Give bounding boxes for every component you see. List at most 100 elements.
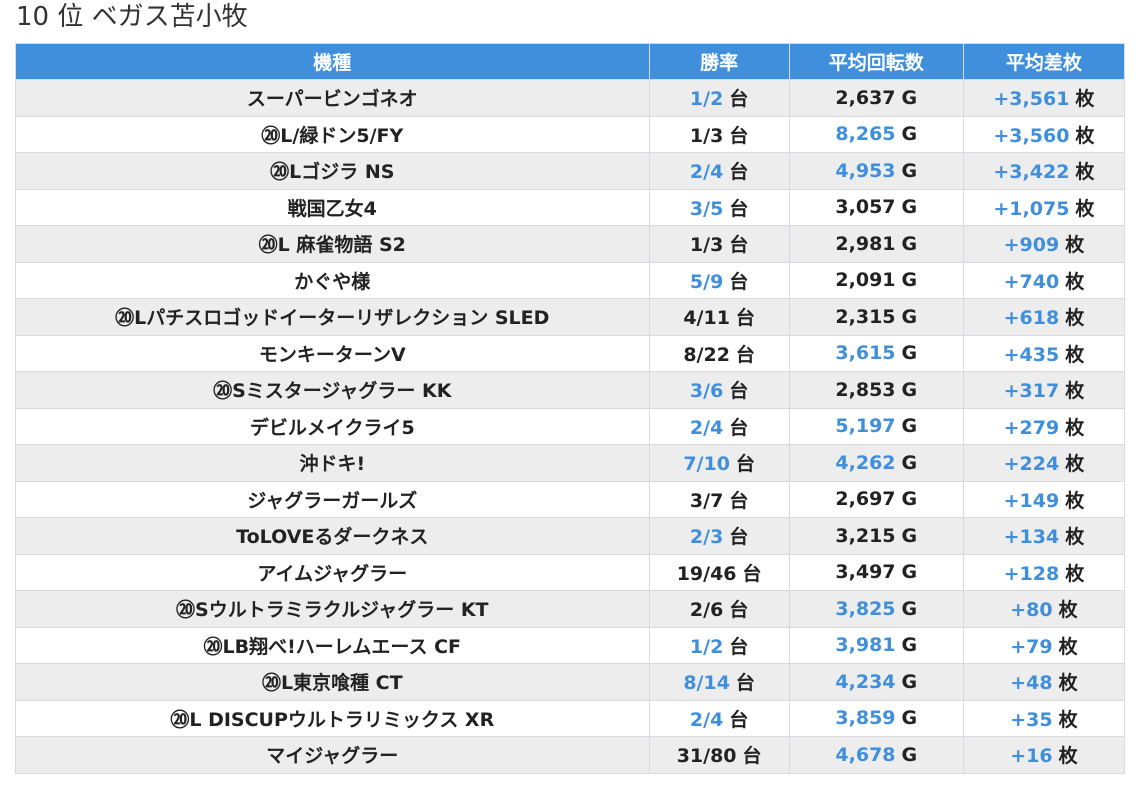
machine-name-cell[interactable]: ⑳L東京喰種 CT: [15, 663, 650, 701]
avg-diff-value: +48: [1010, 672, 1053, 695]
machine-name-cell[interactable]: ⑳Sウルトラミラクルジャグラー KT: [15, 590, 650, 628]
win-rate-value: 1/3: [689, 234, 724, 257]
win-rate-value[interactable]: 2/4: [689, 161, 724, 184]
machine-name-cell[interactable]: 戦国乙女4: [15, 188, 650, 226]
machine-name-cell[interactable]: モンキーターンV: [15, 334, 650, 372]
win-rate-value[interactable]: 8/14: [683, 672, 730, 695]
avg-spins-value[interactable]: 4,234: [835, 670, 896, 693]
avg-diff-cell: +80 枚: [962, 590, 1126, 628]
win-rate-value[interactable]: 1/2: [689, 635, 724, 658]
avg-diff-value: +909: [1003, 234, 1060, 257]
page-title: 10 位 ベガス苫小牧: [16, 2, 248, 32]
diff-unit: 枚: [1058, 745, 1078, 768]
avg-spins-value[interactable]: 4,678: [835, 743, 896, 766]
machine-name-cell[interactable]: ⑳L/緑ドン5/FY: [15, 115, 650, 153]
win-rate-cell: 3/7 台: [648, 480, 790, 518]
header-avg-diff[interactable]: 平均差枚: [962, 43, 1126, 80]
avg-diff-cell: +134 枚: [962, 517, 1126, 555]
table-row: モンキーターンV 8/22 台 3,615 G +435 枚: [15, 334, 1126, 372]
header-machine[interactable]: 機種: [15, 43, 650, 80]
win-rate-value: 2/6: [689, 599, 724, 622]
win-rate-value[interactable]: 1/2: [689, 88, 724, 111]
avg-diff-cell: +149 枚: [962, 480, 1126, 518]
table-row: 戦国乙女4 3/5 台 3,057 G +1,075 枚: [15, 188, 1126, 226]
avg-spins-cell: 3,057 G: [788, 188, 964, 226]
avg-spins-value[interactable]: 5,197: [835, 415, 896, 438]
win-rate-value: 19/46: [676, 562, 737, 585]
machine-name-cell[interactable]: アイムジャグラー: [15, 553, 650, 591]
avg-spins-cell: 2,981 G: [788, 225, 964, 263]
machine-name-cell[interactable]: デビルメイクライ5: [15, 407, 650, 445]
win-unit: 台: [729, 416, 749, 439]
spins-unit: G: [901, 196, 918, 219]
avg-diff-cell: +1,075 枚: [962, 188, 1126, 226]
win-unit: 台: [729, 197, 749, 220]
header-avg-spins[interactable]: 平均回転数: [788, 43, 964, 80]
machine-name-cell[interactable]: かぐや様: [15, 261, 650, 299]
avg-spins-value: 3,497: [835, 561, 896, 584]
avg-spins-value[interactable]: 4,262: [835, 451, 896, 474]
avg-spins-value[interactable]: 4,953: [835, 159, 896, 182]
win-rate-value[interactable]: 7/10: [683, 453, 730, 476]
win-unit: 台: [742, 562, 762, 585]
machine-name-cell[interactable]: ⑳L 麻雀物語 S2: [15, 225, 650, 263]
avg-diff-cell: +279 枚: [962, 407, 1126, 445]
avg-diff-cell: +224 枚: [962, 444, 1126, 482]
machine-name-cell[interactable]: ⑳Sミスタージャグラー KK: [15, 371, 650, 409]
spins-unit: G: [901, 415, 918, 438]
avg-spins-cell: 2,315 G: [788, 298, 964, 336]
win-rate-value[interactable]: 5/9: [689, 270, 724, 293]
avg-spins-value[interactable]: 3,825: [835, 597, 896, 620]
header-win-rate[interactable]: 勝率: [648, 43, 790, 80]
machine-name: デビルメイクライ5: [249, 416, 415, 439]
machine-name-cell[interactable]: 沖ドキ!: [15, 444, 650, 482]
avg-spins-cell: 2,091 G: [788, 261, 964, 299]
avg-spins-cell: 3,859 G: [788, 699, 964, 737]
win-rate-value[interactable]: 2/4: [689, 416, 724, 439]
machine-name-cell[interactable]: ⑳Lパチスロゴッドイーターリザレクション SLED: [15, 298, 650, 336]
spins-unit: G: [901, 159, 918, 182]
diff-unit: 枚: [1065, 270, 1085, 293]
avg-diff-value: +317: [1003, 380, 1060, 403]
avg-diff-value: +435: [1003, 343, 1060, 366]
machine-name-cell[interactable]: ⑳L DISCUPウルトラリミックス XR: [15, 699, 650, 737]
machine-name-cell[interactable]: ⑳LB翔べ!ハーレムエース CF: [15, 626, 650, 664]
table-row: マイジャグラー 31/80 台 4,678 G +16 枚: [15, 736, 1126, 774]
win-rate-cell: 3/6 台: [648, 371, 790, 409]
machine-name-cell[interactable]: ⑳Lゴジラ NS: [15, 152, 650, 190]
win-rate-cell: 2/4 台: [648, 699, 790, 737]
machine-name-cell[interactable]: ジャグラーガールズ: [15, 480, 650, 518]
win-rate-value[interactable]: 2/4: [689, 708, 724, 731]
avg-spins-value[interactable]: 3,981: [835, 634, 896, 657]
machine-name: ⑳Lパチスロゴッドイーターリザレクション SLED: [115, 307, 550, 330]
win-rate-value: 8/22: [683, 343, 730, 366]
win-rate-value: 1/3: [689, 124, 724, 147]
avg-diff-value: +149: [1003, 489, 1060, 512]
machine-name: モンキーターンV: [258, 343, 406, 366]
win-unit: 台: [729, 124, 749, 147]
avg-diff-cell: +48 枚: [962, 663, 1126, 701]
win-rate-value[interactable]: 3/6: [689, 380, 724, 403]
diff-unit: 枚: [1075, 124, 1095, 147]
avg-spins-cell: 5,197 G: [788, 407, 964, 445]
machine-name-cell[interactable]: スーパービンゴネオ: [15, 79, 650, 117]
win-rate-cell: 2/6 台: [648, 590, 790, 628]
machine-name: ジャグラーガールズ: [247, 489, 418, 512]
win-rate-value[interactable]: 3/5: [689, 197, 724, 220]
table-row: ジャグラーガールズ 3/7 台 2,697 G +149 枚: [15, 480, 1126, 518]
table-row: 沖ドキ! 7/10 台 4,262 G +224 枚: [15, 444, 1126, 482]
win-rate-value[interactable]: 2/3: [689, 526, 724, 549]
table-row: ⑳LB翔べ!ハーレムエース CF 1/2 台 3,981 G +79 枚: [15, 626, 1126, 664]
avg-spins-value[interactable]: 8,265: [835, 123, 896, 146]
win-unit: 台: [729, 161, 749, 184]
diff-unit: 枚: [1065, 453, 1085, 476]
avg-diff-cell: +3,560 枚: [962, 115, 1126, 153]
avg-diff-value: +740: [1003, 270, 1060, 293]
avg-diff-value: +1,075: [993, 197, 1070, 220]
diff-unit: 枚: [1065, 416, 1085, 439]
machine-name-cell[interactable]: マイジャグラー: [15, 736, 650, 774]
avg-spins-value[interactable]: 3,859: [835, 707, 896, 730]
win-unit: 台: [729, 234, 749, 257]
avg-spins-value[interactable]: 3,615: [835, 342, 896, 365]
machine-name-cell[interactable]: ToLOVEるダークネス: [15, 517, 650, 555]
